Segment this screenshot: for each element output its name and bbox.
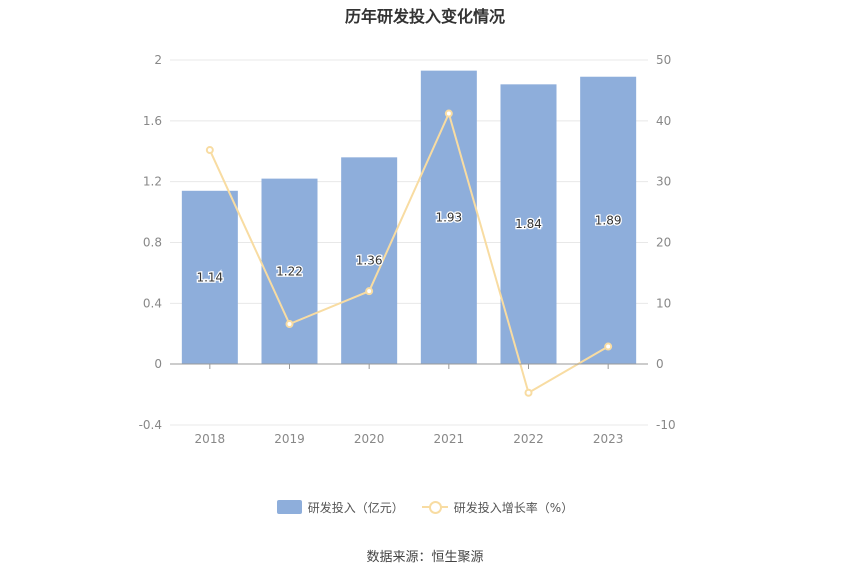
- growth-rate-line: [208, 110, 609, 395]
- bar-2020[interactable]: [341, 157, 398, 364]
- bar-2023[interactable]: [580, 76, 637, 365]
- bar-2018[interactable]: [181, 190, 238, 364]
- legend-line-swatch: [421, 500, 448, 514]
- left-axis-tick-label: 1.6: [143, 114, 162, 128]
- growth-rate-point-2022[interactable]: [524, 388, 533, 397]
- x-axis-tick-label: 2022: [513, 432, 544, 446]
- bar-data-label: 1.89: [595, 213, 622, 227]
- bar-2022[interactable]: [500, 84, 557, 364]
- x-axis-tick-label: 2018: [195, 432, 226, 446]
- bar-data-label: 1.22: [276, 264, 303, 278]
- left-axis-tick-label: 2: [154, 53, 162, 67]
- left-axis-tick-label: 1.2: [143, 175, 162, 189]
- right-axis-tick-label: 10: [656, 296, 671, 310]
- right-axis-tick-label: 30: [656, 175, 671, 189]
- right-axis-tick-label: 50: [656, 53, 671, 67]
- left-axis-tick-label: 0: [154, 357, 162, 371]
- growth-rate-point-2020[interactable]: [365, 287, 374, 296]
- legend-bar-label: 研发投入（亿元）: [307, 500, 404, 515]
- x-axis-tick-label: 2019: [274, 432, 305, 446]
- bar-data-label: 1.14: [196, 270, 223, 284]
- bar-data-label: 1.84: [515, 217, 542, 231]
- source-note: 数据来源：恒生聚源: [366, 550, 484, 565]
- growth-rate-point-2021[interactable]: [444, 109, 453, 118]
- legend-line-label: 研发投入增长率（%）: [453, 500, 574, 515]
- right-axis-tick-label: 40: [656, 114, 671, 128]
- growth-rate-point-2018[interactable]: [205, 146, 214, 155]
- right-axis-tick-label: 20: [656, 236, 671, 250]
- bar-data-label: 1.36: [356, 254, 383, 268]
- chart-title: 历年研发投入变化情况: [344, 7, 505, 26]
- left-axis-tick-label: 0.8: [143, 236, 162, 250]
- growth-rate-point-2019[interactable]: [285, 320, 294, 329]
- legend-item-line[interactable]: 研发投入增长率（%）: [421, 499, 574, 516]
- x-axis-tick-label: 2021: [434, 432, 465, 446]
- right-axis-tick-label: -10: [656, 418, 676, 432]
- legend: 研发投入（亿元） 研发投入增长率（%）: [0, 497, 850, 517]
- bar-data-label: 1.93: [435, 210, 462, 224]
- x-axis-tick-label: 2023: [593, 432, 624, 446]
- right-axis-tick-label: 0: [656, 357, 664, 371]
- x-axis-tick-label: 2020: [354, 432, 385, 446]
- left-axis-tick-label: 0.4: [143, 296, 162, 310]
- bar-2019[interactable]: [261, 178, 318, 364]
- bar-2021[interactable]: [420, 70, 477, 364]
- growth-rate-point-2023[interactable]: [604, 342, 613, 351]
- legend-item-bar[interactable]: 研发投入（亿元）: [276, 499, 404, 516]
- left-axis-tick-label: -0.4: [139, 418, 162, 432]
- legend-bar-swatch: [276, 500, 302, 514]
